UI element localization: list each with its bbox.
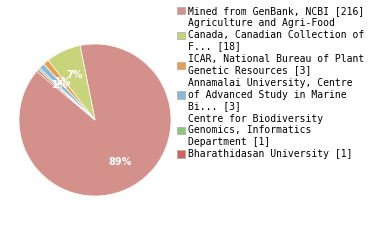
Wedge shape xyxy=(44,60,95,120)
Text: 7%: 7% xyxy=(66,70,82,80)
Wedge shape xyxy=(48,45,95,120)
Text: 89%: 89% xyxy=(109,157,132,168)
Text: 1%: 1% xyxy=(52,80,68,90)
Wedge shape xyxy=(38,68,95,120)
Legend: Mined from GenBank, NCBI [216], Agriculture and Agri-Food
Canada, Canadian Colle: Mined from GenBank, NCBI [216], Agricult… xyxy=(176,5,366,160)
Wedge shape xyxy=(37,70,95,120)
Text: 1%: 1% xyxy=(55,77,71,87)
Wedge shape xyxy=(40,64,95,120)
Wedge shape xyxy=(19,44,171,196)
